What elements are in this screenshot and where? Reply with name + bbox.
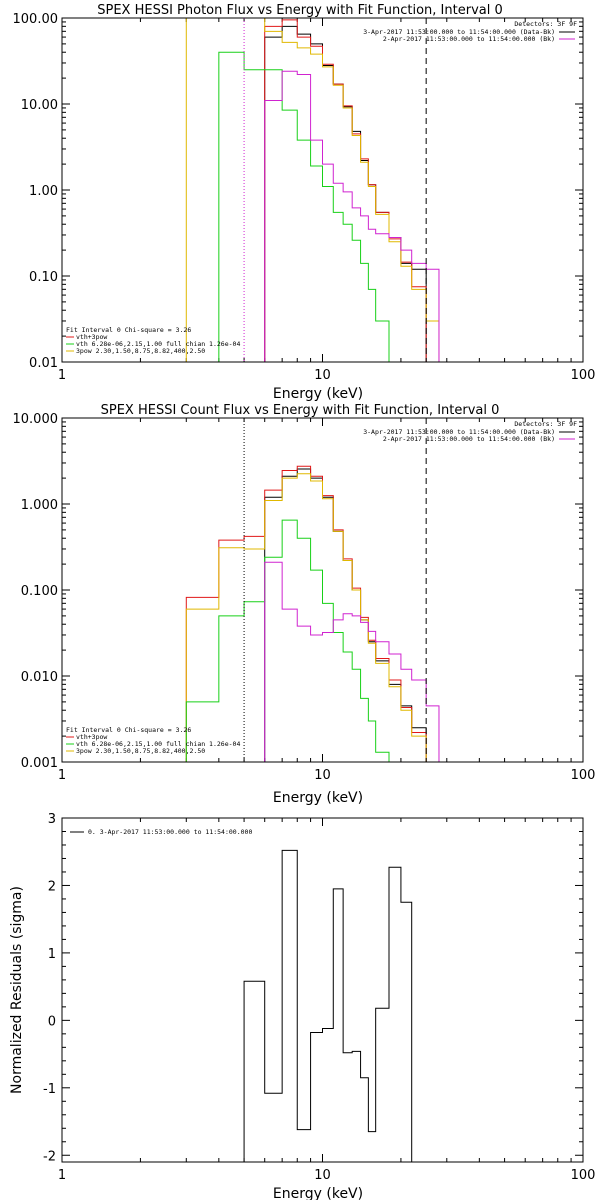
legend-header: Fit Interval 0 Chi-square = 3.26 — [66, 326, 191, 334]
y-tick-label: 10.000 — [13, 412, 59, 427]
y-tick-label: 0.10 — [29, 270, 58, 285]
y-tick-label: 100.00 — [13, 12, 59, 27]
y-tick-label: 10.00 — [21, 98, 58, 113]
chart-panel-2: SPEX HESSI Count Flux vs Energy with Fit… — [13, 403, 596, 806]
y-tick-label: 0.01 — [29, 356, 58, 371]
y-tick-label: -2 — [43, 1149, 56, 1164]
chart-panel-3: 1 10 100 -2 -1 0 1 2 3 Energy (keV) Normalized Res… — [9, 812, 595, 1200]
chart-panel-1: SPEX HESSI Photon Flux vs Energy with Fi… — [13, 3, 596, 402]
series-line-5 — [264, 561, 440, 762]
series-group — [185, 465, 440, 762]
legend-header: Detectors: 3F 9F — [514, 20, 577, 28]
legend-entry: 2-Apr-2017 11:53:00.000 to 11:54:00.000 … — [383, 35, 555, 43]
legend-header: Detectors: 3F 9F — [514, 420, 577, 428]
series-line-2 — [185, 465, 427, 762]
x-axis-label: Energy (keV) — [273, 386, 363, 402]
series-line-1 — [243, 849, 427, 1162]
series-group — [185, 18, 440, 362]
legend-top: Detectors: 3F 9F3-Apr-2017 11:53:00.000 … — [363, 420, 577, 443]
x-tick-label: 1 — [58, 368, 66, 383]
legend-entry: vth+3pow — [76, 333, 107, 341]
x-tick-label: 100 — [571, 768, 596, 783]
series-line-5 — [264, 70, 440, 362]
y-tick-label: 1.00 — [29, 184, 58, 199]
x-tick-label: 100 — [571, 1168, 596, 1183]
chart-title: SPEX HESSI Photon Flux vs Energy with Fi… — [97, 3, 503, 18]
y-tick-label: 2 — [48, 879, 56, 894]
y-tick-label: -1 — [43, 1082, 56, 1097]
chart-title: SPEX HESSI Count Flux vs Energy with Fit… — [101, 403, 500, 418]
y-axis-ticks: 0.001 0.010 0.100 1.000 10.000 — [13, 412, 583, 771]
legend-entry: 3pow 2.30,1.50,8.75,8.82,400,2.50 — [76, 347, 205, 355]
legend-entry: 3pow 2.30,1.50,8.75,8.82,400,2.50 — [76, 747, 205, 755]
legend-entry: vth 6.28e-06,2.15,1.00 full chian 1.26e-… — [76, 740, 240, 748]
plot-frame — [61, 817, 584, 1163]
x-axis-label: Energy (keV) — [273, 790, 363, 806]
series-line-3 — [185, 473, 439, 762]
x-axis-label: Energy (keV) — [273, 1186, 363, 1200]
legend-top: Detectors: 3F 9F3-Apr-2017 11:53:00.000 … — [363, 20, 577, 43]
y-tick-label: 0.100 — [21, 584, 58, 599]
legend-entry: 2-Apr-2017 11:53:00.000 to 11:54:00.000 … — [383, 435, 555, 443]
y-axis-ticks: 0.01 0.10 1.00 10.00 100.00 — [13, 12, 583, 371]
y-tick-label: 0 — [48, 1014, 56, 1029]
legend-entry: 3-Apr-2017 11:53:00.000 to 11:54:00.000 … — [363, 28, 555, 36]
x-tick-label: 1 — [58, 768, 66, 783]
x-tick-label: 10 — [314, 368, 331, 383]
x-tick-label: 1 — [58, 1168, 66, 1183]
plot-frame — [61, 417, 584, 763]
y-tick-label: 0.010 — [21, 670, 58, 685]
legend-entry: 3-Apr-2017 11:53:00.000 to 11:54:00.000 … — [363, 428, 555, 436]
series-line-1 — [264, 25, 427, 362]
y-axis-label: Normalized Residuals (sigma) — [9, 886, 25, 1094]
series-line-3 — [185, 18, 440, 362]
x-axis-ticks: 1 10 100 — [58, 818, 596, 1183]
legend-top: 0. 3-Apr-2017 11:53:00.000 to 11:54:00.0… — [70, 828, 252, 836]
x-tick-label: 100 — [571, 368, 596, 383]
legend-bottom: Fit Interval 0 Chi-square = 3.26vth+3pow… — [66, 326, 240, 355]
legend-entry: vth 6.28e-06,2.15,1.00 full chian 1.26e-… — [76, 340, 240, 348]
legend-header: Fit Interval 0 Chi-square = 3.26 — [66, 726, 191, 734]
x-axis-ticks: 1 10 100 — [58, 18, 596, 383]
y-axis-ticks: -2 -1 0 1 2 3 — [43, 812, 583, 1164]
series-line-1 — [264, 468, 427, 762]
series-line-4 — [218, 51, 401, 362]
legend-entry: 0. 3-Apr-2017 11:53:00.000 to 11:54:00.0… — [88, 828, 252, 836]
y-tick-label: 3 — [48, 812, 56, 827]
plot-frame — [61, 17, 584, 363]
x-tick-label: 10 — [314, 1168, 331, 1183]
y-tick-label: 1.000 — [21, 498, 58, 513]
legend-entry: vth+3pow — [76, 733, 107, 741]
y-tick-label: 0.001 — [21, 756, 58, 771]
series-group — [243, 849, 427, 1162]
x-tick-label: 10 — [314, 768, 331, 783]
legend-bottom: Fit Interval 0 Chi-square = 3.26vth+3pow… — [66, 726, 240, 755]
y-tick-label: 1 — [48, 947, 56, 962]
